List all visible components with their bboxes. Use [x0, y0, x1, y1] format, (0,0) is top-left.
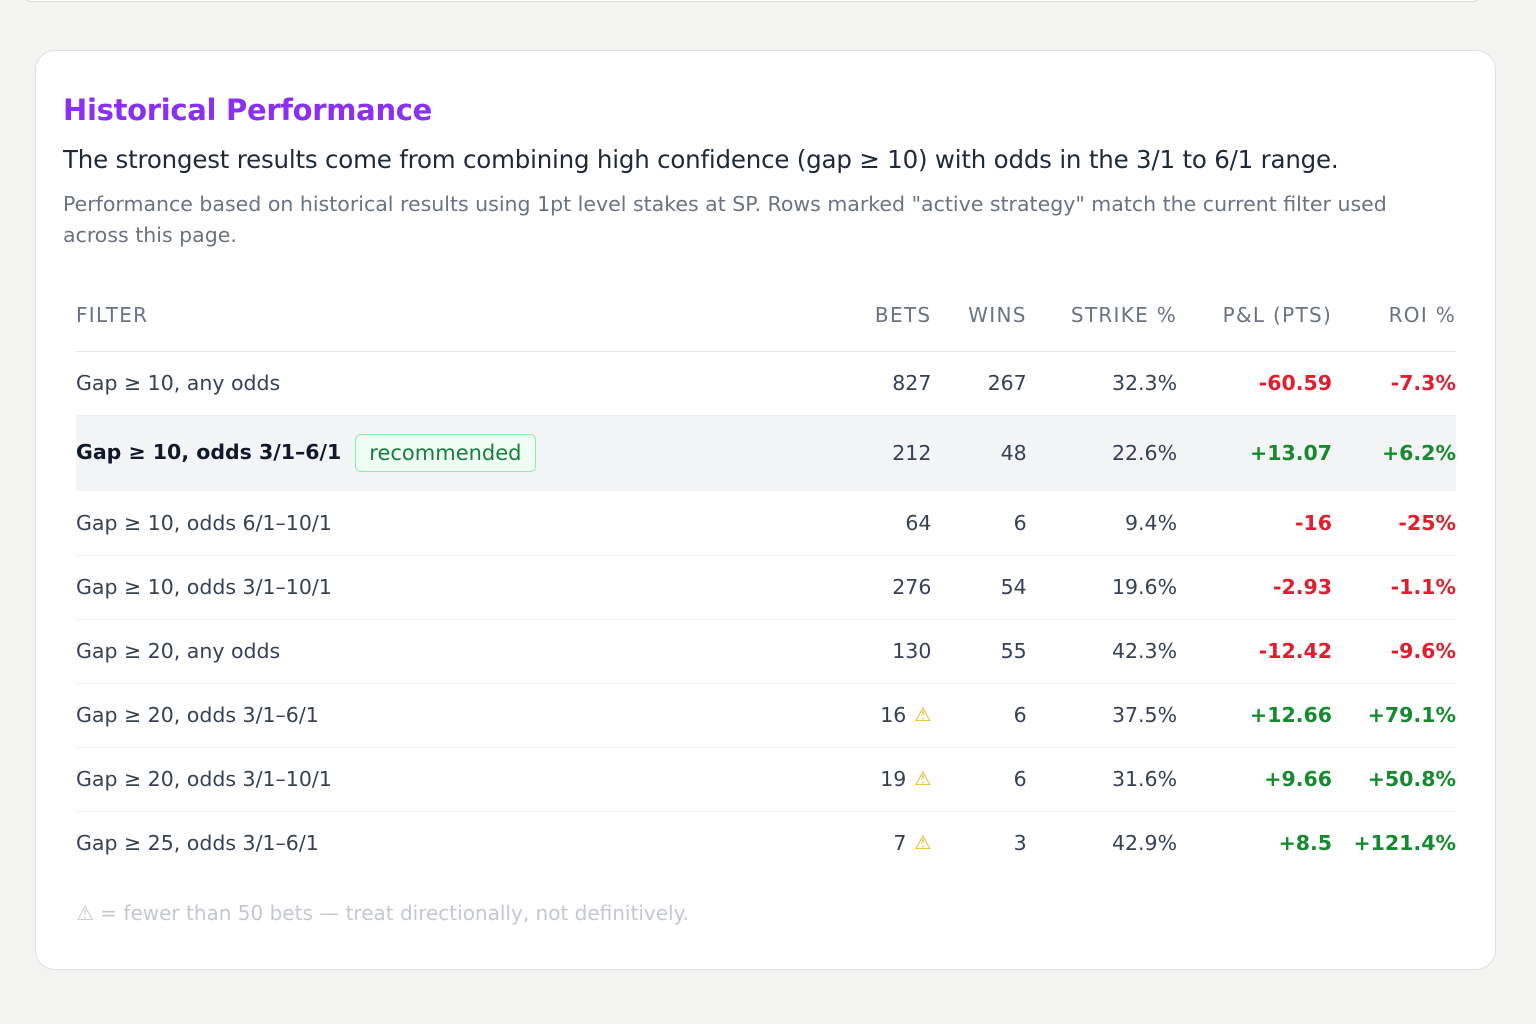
row-pl: +8.5	[1278, 831, 1333, 856]
row-bets: 64	[535, 491, 932, 556]
section-title: Historical Performance	[63, 93, 433, 127]
row-strike: 22.6%	[1026, 415, 1178, 491]
row-filter: Gap ≥ 20, any odds	[76, 619, 536, 684]
warning-triangle-icon: ⚠	[914, 832, 932, 855]
row-roi: +79.1%	[1332, 683, 1456, 748]
row-wins: 3	[1013, 831, 1027, 856]
row-bets: 16 ⚠	[535, 683, 932, 748]
header-wins: WINS	[931, 303, 1027, 352]
row-bets: 827	[535, 351, 932, 416]
row-wins: 6	[931, 747, 1027, 812]
row-roi: +121.4%	[1353, 831, 1456, 856]
row-filter: Gap ≥ 10, odds 6/1–10/1	[76, 491, 536, 556]
row-strike: 19.6%	[1026, 555, 1178, 620]
row-bets: 276	[535, 555, 932, 620]
row-roi: -25%	[1332, 491, 1456, 556]
row-strike: 37.5%	[1026, 683, 1178, 748]
recommended-badge: recommended	[355, 434, 536, 473]
row-wins: 6	[931, 491, 1027, 556]
row-wins: 6	[931, 683, 1027, 748]
row-pl: -12.42	[1177, 619, 1333, 684]
row-bets: 7 ⚠	[893, 831, 932, 856]
table-row[interactable]: Gap ≥ 25, odds 3/1–6/1 7 ⚠ 3 42.9% +8.5 +…	[76, 811, 1456, 875]
header-strike: STRIKE %	[1026, 303, 1178, 352]
row-pl: -60.59	[1177, 351, 1333, 416]
row-wins: 54	[931, 555, 1027, 620]
row-filter: Gap ≥ 10, odds 3/1–6/1 recommended	[76, 415, 536, 491]
section-subtitle: The strongest results come from combinin…	[63, 145, 1339, 174]
table-row[interactable]: Gap ≥ 20, odds 3/1–6/1 16 ⚠ 6 37.5% +12.6…	[76, 683, 1456, 748]
historical-performance-card: Historical Performance The strongest res…	[35, 50, 1496, 970]
row-strike: 32.3%	[1026, 351, 1178, 416]
table-row[interactable]: Gap ≥ 20, odds 3/1–10/1 19 ⚠ 6 31.6% +9.6…	[76, 747, 1456, 812]
table-row[interactable]: Gap ≥ 10, odds 6/1–10/1 64 6 9.4% -16 -2…	[76, 491, 1456, 556]
previous-card-edge	[22, 0, 1482, 2]
header-filter: FILTER	[76, 303, 536, 352]
row-wins: 48	[931, 415, 1027, 491]
row-wins: 267	[931, 351, 1027, 416]
row-pl: -16	[1177, 491, 1333, 556]
row-strike: 42.9%	[1111, 831, 1178, 856]
row-roi: +6.2%	[1332, 415, 1456, 491]
row-bets: 130	[535, 619, 932, 684]
performance-table: FILTER BETS WINS STRIKE % P&L (PTS) ROI …	[76, 303, 1456, 875]
row-roi: -7.3%	[1332, 351, 1456, 416]
table-row-recommended[interactable]: Gap ≥ 10, odds 3/1–6/1 recommended 212 48…	[76, 415, 1456, 491]
table-row[interactable]: Gap ≥ 10, odds 3/1–10/1 276 54 19.6% -2.…	[76, 555, 1456, 620]
row-filter: Gap ≥ 10, odds 3/1–10/1	[76, 555, 536, 620]
row-strike: 31.6%	[1026, 747, 1178, 812]
row-wins: 55	[931, 619, 1027, 684]
row-roi: -9.6%	[1332, 619, 1456, 684]
table-row[interactable]: Gap ≥ 20, any odds 130 55 42.3% -12.42 -…	[76, 619, 1456, 684]
warning-triangle-icon: ⚠	[914, 704, 932, 726]
row-filter: Gap ≥ 25, odds 3/1–6/1	[76, 831, 319, 856]
row-filter: Gap ≥ 10, any odds	[76, 351, 536, 416]
header-roi: ROI %	[1332, 303, 1456, 352]
section-description: Performance based on historical results …	[63, 192, 1387, 247]
row-bets: 212	[535, 415, 932, 491]
row-pl: +13.07	[1177, 415, 1333, 491]
row-filter: Gap ≥ 20, odds 3/1–6/1	[76, 683, 536, 748]
row-pl: +9.66	[1177, 747, 1333, 812]
table-row[interactable]: Gap ≥ 10, any odds 827 267 32.3% -60.59 …	[76, 351, 1456, 416]
row-pl: -2.93	[1177, 555, 1333, 620]
row-roi: -1.1%	[1332, 555, 1456, 620]
row-pl: +12.66	[1177, 683, 1333, 748]
footnote: ⚠ = fewer than 50 bets — treat direction…	[76, 901, 689, 925]
row-strike: 9.4%	[1026, 491, 1178, 556]
row-bets: 19 ⚠	[535, 747, 932, 812]
header-bets: BETS	[535, 303, 932, 352]
row-filter: Gap ≥ 20, odds 3/1–10/1	[76, 747, 536, 812]
warning-triangle-icon: ⚠	[914, 768, 932, 790]
row-strike: 42.3%	[1026, 619, 1178, 684]
row-roi: +50.8%	[1332, 747, 1456, 812]
table-header-row: FILTER BETS WINS STRIKE % P&L (PTS) ROI …	[76, 303, 1456, 352]
header-pl: P&L (PTS)	[1177, 303, 1333, 352]
